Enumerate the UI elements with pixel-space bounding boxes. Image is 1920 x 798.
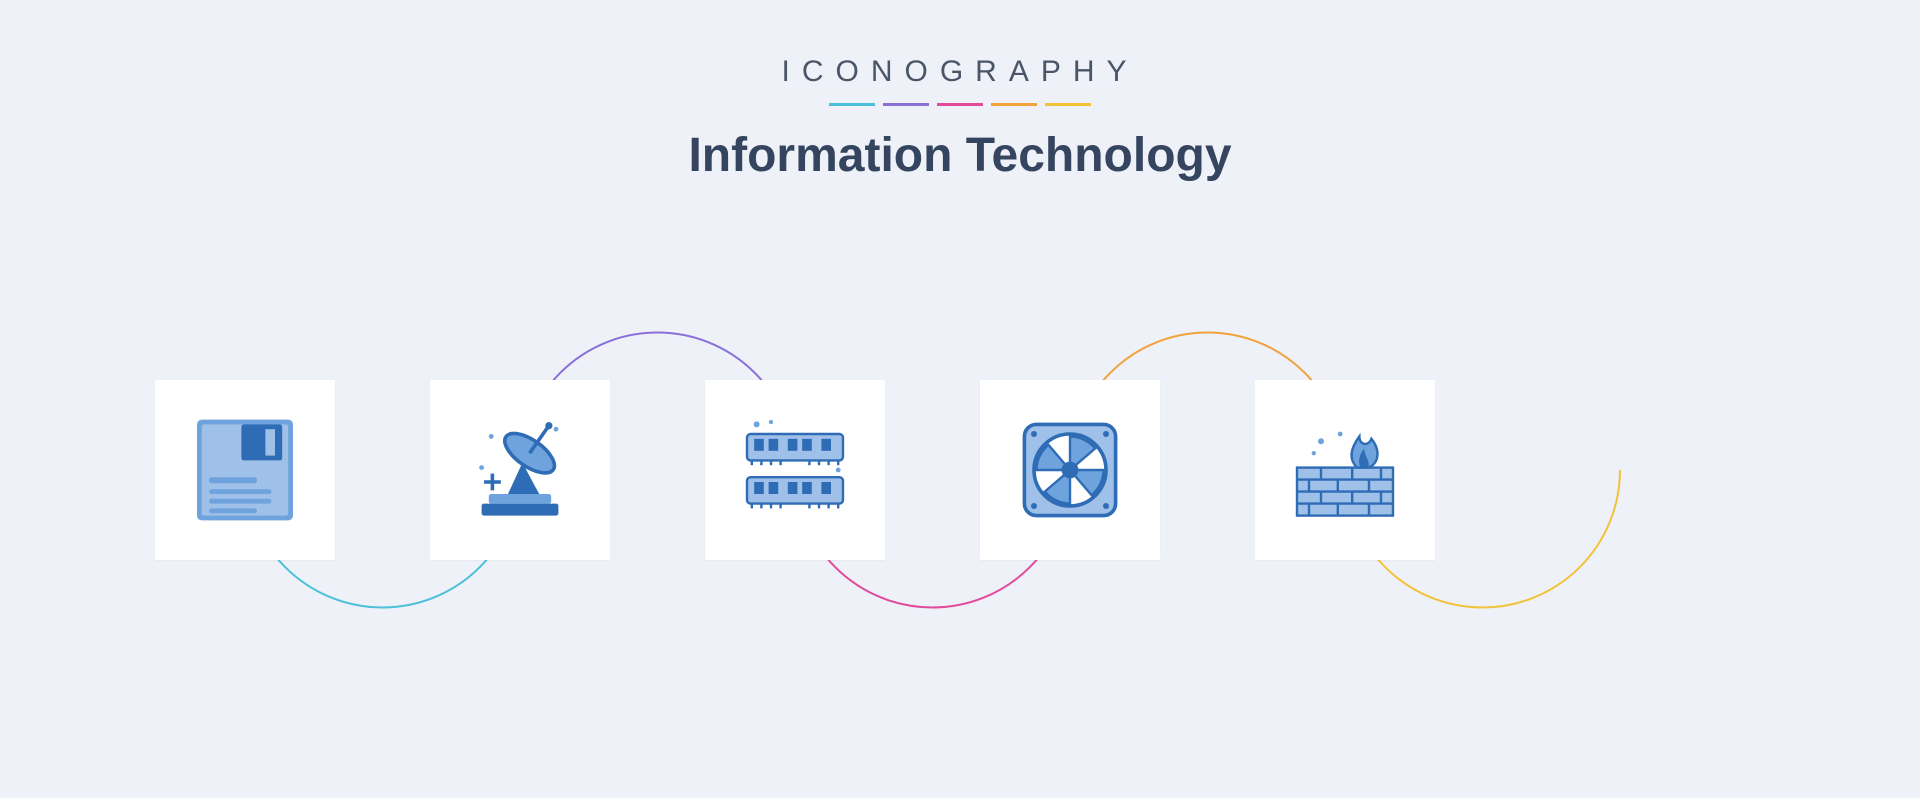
accent-seg-0 [829, 103, 875, 106]
accent-underline [0, 103, 1920, 106]
icon-card-1 [430, 380, 610, 560]
accent-seg-2 [937, 103, 983, 106]
cooling-fan-icon [1010, 410, 1130, 530]
brand-title: ICONOGRAPHY [0, 55, 1920, 89]
accent-seg-3 [991, 103, 1037, 106]
accent-seg-1 [883, 103, 929, 106]
icon-card-3 [980, 380, 1160, 560]
floppy-disk-icon [185, 410, 305, 530]
icon-card-2 [705, 380, 885, 560]
subtitle: Information Technology [0, 128, 1920, 183]
ram-memory-icon [735, 410, 855, 530]
accent-seg-4 [1045, 103, 1091, 106]
satellite-dish-icon [460, 410, 580, 530]
header: ICONOGRAPHY Information Technology [0, 55, 1920, 183]
infographic-stage: ICONOGRAPHY Information Technology [0, 0, 1920, 798]
icon-card-4 [1255, 380, 1435, 560]
icon-card-0 [155, 380, 335, 560]
firewall-icon [1285, 410, 1405, 530]
